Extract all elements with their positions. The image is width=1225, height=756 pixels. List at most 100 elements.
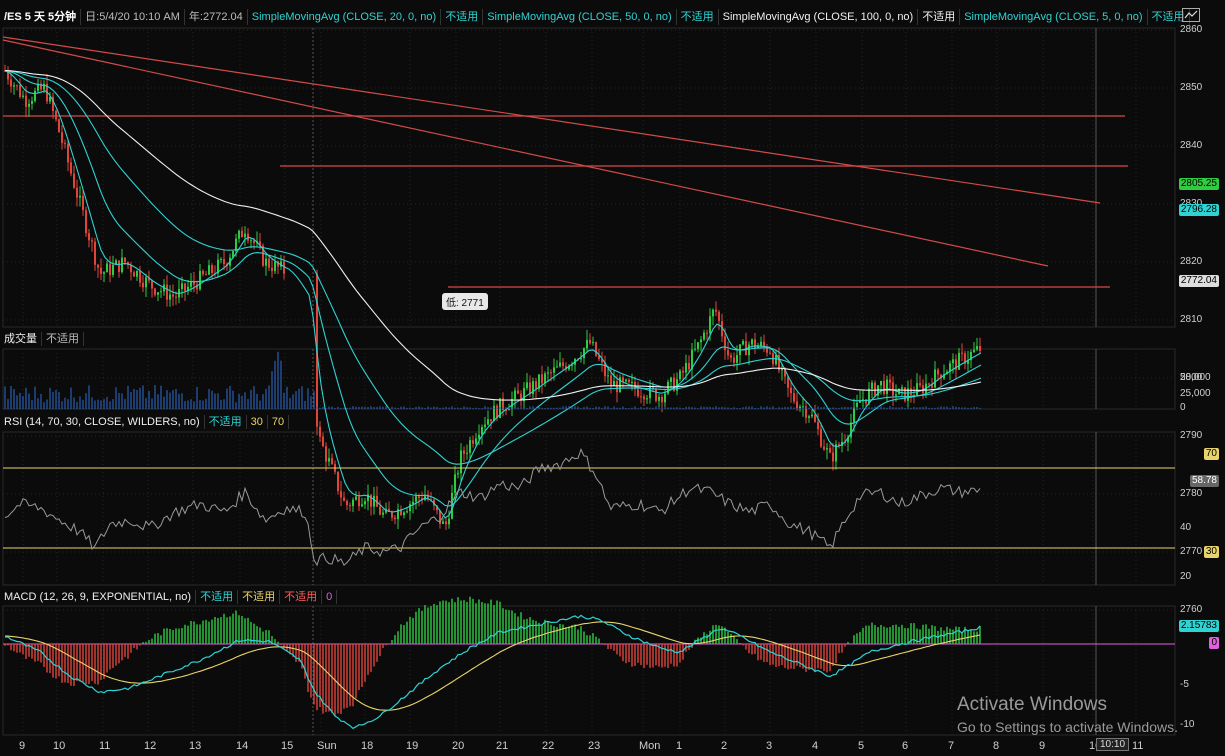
candle-body (235, 238, 237, 252)
study-sma5[interactable]: SimpleMovingAvg (CLOSE, 5, 0, no) (960, 9, 1148, 25)
candle-body (718, 311, 720, 322)
volume-axis-50k: 50,000 (1180, 372, 1211, 383)
candle-body (490, 419, 492, 422)
low-label: 低: 2771 (442, 293, 488, 310)
study-sma50[interactable]: SimpleMovingAvg (CLOSE, 50, 0, no) (483, 9, 677, 25)
macd-axis-neg5: -5 (1180, 679, 1189, 690)
time-axis-tick: 5 (858, 740, 865, 752)
candle-body (835, 444, 837, 462)
candle-body (130, 264, 132, 273)
candle-body (793, 393, 795, 402)
candle-body (340, 491, 342, 498)
volume-axis-0: 0 (1180, 402, 1186, 413)
candle-body (253, 240, 255, 243)
candle-body (427, 494, 429, 500)
candle-body (595, 342, 597, 356)
candle-body (943, 374, 945, 379)
candle-body (322, 436, 324, 447)
candle-body (283, 261, 285, 274)
candle-body (409, 504, 411, 512)
time-axis-tick: 3 (766, 740, 773, 752)
candle-body (619, 377, 621, 393)
candle-body (415, 496, 417, 502)
chart-settings-icon[interactable] (1182, 8, 1200, 22)
candle-body (547, 372, 549, 374)
candle-body (625, 379, 627, 382)
candle-body (403, 512, 405, 516)
candle-body (832, 452, 834, 462)
candle-body (250, 240, 252, 242)
candle-body (655, 388, 657, 401)
candle-body (280, 261, 282, 267)
candle-body (532, 381, 534, 395)
candle-body (10, 79, 12, 87)
candle-body (874, 382, 876, 396)
rsi-last-tag: 58.78 (1189, 475, 1219, 487)
candle-body (724, 336, 726, 351)
candle-body (454, 474, 456, 493)
candle-body (364, 501, 366, 505)
macd-title[interactable]: MACD (12, 26, 9, EXPONENTIAL, no) (0, 590, 197, 604)
study-sma100[interactable]: SimpleMovingAvg (CLOSE, 100, 0, no) (719, 9, 919, 25)
current-time-box: 10:10 (1096, 738, 1130, 751)
candle-body (901, 387, 903, 389)
time-axis-tick: 11 (1132, 740, 1144, 752)
candle-body (757, 345, 759, 349)
candle-body (796, 401, 798, 409)
study-sma5-status: 不适用 (1148, 9, 1190, 25)
candle-body (865, 399, 867, 404)
macd-line (4, 614, 981, 730)
candle-body (328, 458, 330, 462)
candle-body (784, 368, 786, 377)
symbol-label[interactable]: /ES 5 天 5分钟 (0, 9, 82, 25)
volume-title[interactable]: 成交量 (0, 332, 42, 346)
time-axis-tick: 20 (452, 740, 465, 752)
time-axis-tick: 23 (588, 740, 601, 752)
candle-body (103, 272, 105, 274)
candle-body (607, 375, 609, 377)
candle-body (541, 374, 543, 384)
study-sma20[interactable]: SimpleMovingAvg (CLOSE, 20, 0, no) (248, 9, 442, 25)
time-axis-tick: 12 (144, 740, 157, 752)
candle-body (100, 267, 102, 274)
candle-body (142, 282, 144, 288)
candle-body (658, 396, 660, 401)
price-axis-tick: 2840 (1180, 140, 1203, 151)
candle-body (736, 355, 738, 363)
candle-body (151, 280, 153, 289)
low-level-tag: 2772.04 (1178, 275, 1219, 287)
candle-body (31, 100, 33, 104)
candle-body (808, 416, 810, 418)
candle-body (223, 259, 225, 265)
candle-body (871, 382, 873, 389)
candle-body (187, 286, 189, 291)
time-axis-tick: 8 (993, 740, 1000, 752)
candle-body (685, 362, 687, 373)
trendline-lower (2, 39, 1049, 267)
candle-body (208, 265, 210, 275)
candle-body (652, 385, 654, 389)
candle-body (559, 362, 561, 367)
candle-body (109, 263, 111, 275)
macd-zero: 0 (322, 590, 338, 604)
candle-body (118, 260, 120, 273)
candle-body (508, 408, 510, 411)
candle-body (61, 132, 63, 143)
candle-body (40, 83, 42, 90)
year-info: 年:2772.04 (185, 9, 248, 25)
candle-body (646, 398, 648, 400)
candle-body (244, 233, 246, 238)
candle-body (487, 419, 489, 425)
candle-body (538, 374, 540, 389)
candle-body (640, 396, 642, 398)
rsi-title[interactable]: RSI (14, 70, 30, CLOSE, WILDERS, no) (0, 415, 205, 429)
time-axis-tick: 13 (189, 740, 202, 752)
candle-body (430, 499, 432, 501)
candle-body (763, 341, 765, 347)
pane-frame (2, 348, 1176, 410)
time-axis-tick: 10 (53, 740, 66, 752)
candle-body (79, 195, 81, 198)
time-axis-tick: Mon (639, 740, 661, 752)
day-info: 日:5/4/20 10:10 AM (81, 9, 185, 25)
